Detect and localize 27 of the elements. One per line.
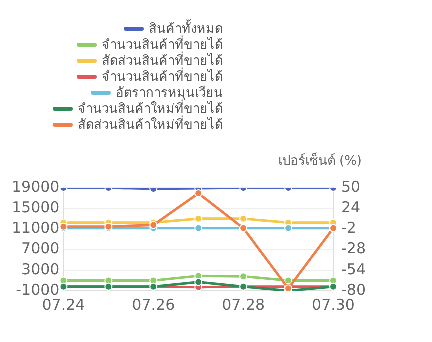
legend-label: จำนวนสินค้าที่ขายได้ <box>102 38 223 53</box>
y-tick-label: 11000 <box>12 219 60 238</box>
y2-axis-title: เปอร์เซ็นต์ (%) <box>277 152 363 171</box>
y2-tick-label: -54 <box>342 260 366 278</box>
point <box>194 214 203 223</box>
point <box>240 214 248 223</box>
y-tick-label: 19000 <box>12 178 60 196</box>
y-tick-label: 15000 <box>12 198 60 216</box>
point <box>284 224 293 232</box>
legend-label: สัดส่วนสินค้าที่ขายได้ <box>102 54 223 69</box>
point <box>194 190 203 198</box>
x-tick-label: 07.28 <box>222 296 266 314</box>
legend-label: จำนวนสินค้าใหม่ที่ขายได้ <box>78 102 223 117</box>
y2-tick-label: 24 <box>342 198 361 216</box>
point <box>194 278 203 286</box>
legend-label: จำนวนสินค้าที่ขายได้ <box>102 70 223 85</box>
y-tick-label: 3000 <box>22 260 60 278</box>
point <box>194 224 203 232</box>
y2-tick-label: -2 <box>342 219 356 238</box>
x-tick-label: 07.26 <box>132 296 176 314</box>
legend-label: สัดส่วนสินค้าใหม่ที่ขายได้ <box>78 118 223 133</box>
y2-tick-label: -28 <box>342 240 366 258</box>
point <box>240 272 248 281</box>
legend-label: อัตราการหมุนเวียน <box>116 86 223 101</box>
point <box>150 221 158 230</box>
y-tick-label: 7000 <box>22 240 60 258</box>
y2-tick-label: 50 <box>342 178 361 196</box>
